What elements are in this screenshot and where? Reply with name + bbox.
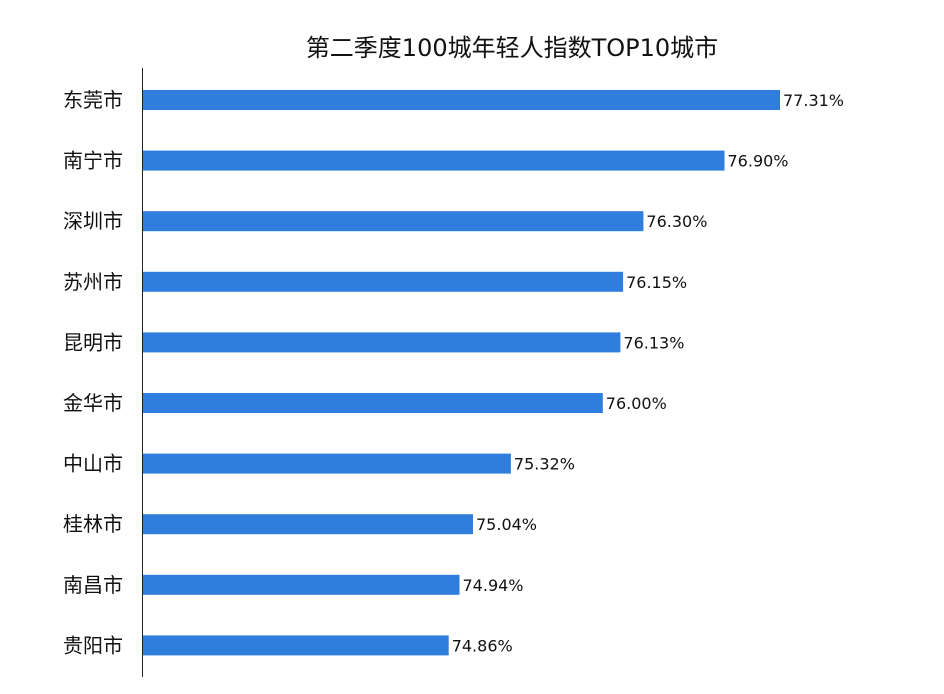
bar-8 (143, 574, 460, 595)
category-label-7: 桂林市 (63, 512, 123, 536)
bar-7 (143, 514, 473, 535)
category-label-3: 苏州市 (63, 270, 123, 294)
category-label-2: 深圳市 (63, 209, 123, 233)
category-label-5: 金华市 (63, 391, 123, 415)
data-label-0: 77.31% (783, 91, 844, 110)
category-label-6: 中山市 (63, 452, 123, 476)
chart-title: 第二季度100城年轻人指数TOP10城市 (306, 34, 718, 62)
data-label-2: 76.30% (646, 212, 707, 231)
data-label-9: 74.86% (452, 636, 513, 655)
category-label-9: 贵阳市 (63, 633, 123, 657)
bars-group (143, 90, 780, 656)
data-label-3: 76.15% (626, 273, 687, 292)
category-label-1: 南宁市 (63, 149, 123, 173)
data-label-4: 76.13% (623, 333, 684, 352)
data-label-8: 74.94% (463, 576, 524, 595)
bar-4 (143, 332, 621, 353)
category-label-0: 东莞市 (63, 88, 123, 112)
category-label-8: 南昌市 (63, 573, 123, 597)
bar-1 (143, 150, 725, 171)
bar-9 (143, 635, 449, 656)
category-label-4: 昆明市 (63, 330, 123, 354)
data-label-5: 76.00% (606, 394, 667, 413)
data-label-1: 76.90% (728, 152, 789, 171)
data-label-7: 75.04% (476, 515, 537, 534)
bar-3 (143, 271, 624, 292)
data-label-6: 75.32% (514, 455, 575, 474)
bar-0 (143, 90, 780, 110)
data-labels-group: 77.31% 76.90% 76.30% 76.15% 76.13% 76.00% 75.3… (452, 91, 844, 655)
bar-2 (143, 211, 644, 232)
bar-6 (143, 453, 511, 474)
bar-5 (143, 393, 603, 413)
